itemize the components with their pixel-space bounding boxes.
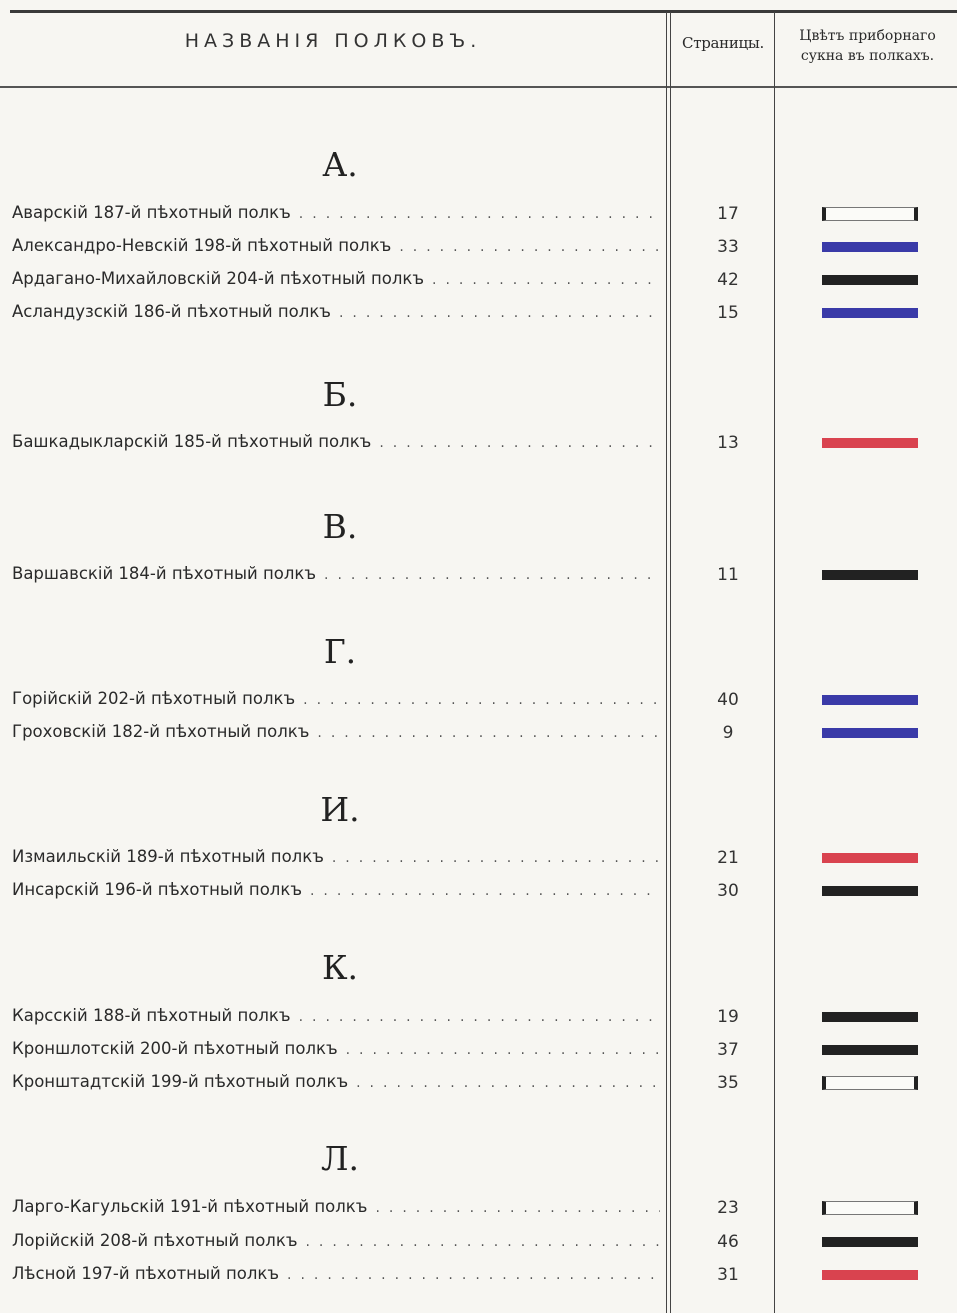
page-number: 31 bbox=[717, 1265, 739, 1285]
leader-dots: ........................................… bbox=[317, 725, 660, 741]
regiment-name: Инсарскiй 196-й пѣхотный полкъ bbox=[12, 880, 302, 899]
regiment-name: Александро-Невскiй 198-й пѣхотный полкъ bbox=[12, 236, 392, 255]
page-number: 11 bbox=[717, 565, 739, 585]
column-divider bbox=[670, 12, 671, 1313]
regiment-entry: Лѣсной 197-й пѣхотный полкъ.............… bbox=[12, 1264, 660, 1288]
regiment-name: Карсскiй 188-й пѣхотный полкъ bbox=[12, 1006, 291, 1025]
leader-dots: ........................................… bbox=[331, 850, 660, 866]
cloth-color-swatch-red bbox=[822, 853, 918, 863]
page-number: 9 bbox=[722, 723, 734, 743]
section-letter: А. bbox=[322, 145, 358, 184]
section-letter: Г. bbox=[323, 632, 357, 671]
leader-dots: ........................................… bbox=[303, 692, 660, 708]
page-number: 35 bbox=[717, 1073, 739, 1093]
regiment-entry: Кроншлотскiй 200-й пѣхотный полкъ.......… bbox=[12, 1039, 660, 1063]
names-column-header: НАЗВАНIЯ ПОЛКОВЪ. bbox=[184, 30, 482, 52]
cloth-color-swatch-white bbox=[822, 207, 918, 221]
leader-dots: ........................................… bbox=[338, 305, 660, 321]
regiment-entry: Горiйскiй 202-й пѣхотный полкъ..........… bbox=[12, 689, 660, 713]
page-number: 13 bbox=[717, 433, 739, 453]
page-number: 37 bbox=[717, 1040, 739, 1060]
regiment-entry: Башкадыкларскiй 185-й пѣхотный полкъ....… bbox=[12, 432, 660, 456]
column-divider bbox=[666, 12, 667, 1313]
regiment-name: Лорiйскiй 208-й пѣхотный полкъ bbox=[12, 1231, 298, 1250]
leader-dots: ........................................… bbox=[298, 1009, 660, 1025]
regiment-name: Варшавскiй 184-й пѣхотный полкъ bbox=[12, 564, 317, 583]
regiment-entry: Александро-Невскiй 198-й пѣхотный полкъ.… bbox=[12, 236, 660, 260]
cloth-color-swatch-black bbox=[822, 275, 918, 285]
cloth-color-swatch-blue bbox=[822, 695, 918, 705]
regiment-name: Кронштадтскiй 199-й пѣхотный полкъ bbox=[12, 1072, 349, 1091]
section-letter: К. bbox=[321, 948, 359, 987]
regiment-entry: Карсскiй 188-й пѣхотный полкъ...........… bbox=[12, 1006, 660, 1030]
regiment-name: Горiйскiй 202-й пѣхотный полкъ bbox=[12, 689, 296, 708]
leader-dots: ........................................… bbox=[375, 1200, 660, 1216]
leader-dots: ........................................… bbox=[298, 206, 660, 222]
page-number: 42 bbox=[717, 270, 739, 290]
section-letter: Л. bbox=[320, 1139, 360, 1178]
page-number: 15 bbox=[717, 303, 739, 323]
leader-dots: ........................................… bbox=[399, 239, 660, 255]
cloth-color-swatch-blue bbox=[822, 308, 918, 318]
leader-dots: ........................................… bbox=[309, 883, 660, 899]
page-number: 17 bbox=[717, 204, 739, 224]
leader-dots: ........................................… bbox=[287, 1267, 660, 1283]
page-number: 40 bbox=[717, 690, 739, 710]
regiment-name: Ларго-Кагульскiй 191-й пѣхотный полкъ bbox=[12, 1197, 368, 1216]
page-number: 46 bbox=[717, 1232, 739, 1252]
leader-dots: ........................................… bbox=[324, 567, 660, 583]
leader-dots: ........................................… bbox=[305, 1234, 660, 1250]
regiment-entry: Гроховскiй 182-й пѣхотный полкъ.........… bbox=[12, 722, 660, 746]
pages-column-header: Страницы. bbox=[682, 34, 764, 52]
regiment-name: Кроншлотскiй 200-й пѣхотный полкъ bbox=[12, 1039, 338, 1058]
regiment-entry: Аварскiй 187-й пѣхотный полкъ...........… bbox=[12, 203, 660, 227]
column-divider bbox=[774, 12, 775, 1313]
cloth-color-swatch-black bbox=[822, 1237, 918, 1247]
regiment-entry: Измаильскiй 189-й пѣхотный полкъ........… bbox=[12, 847, 660, 871]
regiment-entry: Ларго-Кагульскiй 191-й пѣхотный полкъ...… bbox=[12, 1197, 660, 1221]
regiment-entry: Кронштадтскiй 199-й пѣхотный полкъ......… bbox=[12, 1072, 660, 1096]
section-letter: В. bbox=[322, 507, 358, 546]
regiment-entry: Варшавскiй 184-й пѣхотный полкъ.........… bbox=[12, 564, 660, 588]
regiment-entry: Инсарскiй 196-й пѣхотный полкъ..........… bbox=[12, 880, 660, 904]
regiment-name: Башкадыкларскiй 185-й пѣхотный полкъ bbox=[12, 432, 372, 451]
section-letter: Б. bbox=[322, 375, 358, 414]
regiment-entry: Асландузскiй 186-й пѣхотный полкъ.......… bbox=[12, 302, 660, 326]
regiment-name: Измаильскiй 189-й пѣхотный полкъ bbox=[12, 847, 324, 866]
page-number: 30 bbox=[717, 881, 739, 901]
section-letter: И. bbox=[320, 790, 360, 829]
regiment-entry: Ардагано-Михайловскiй 204-й пѣхотный пол… bbox=[12, 269, 660, 293]
color-header-line: сукна въ полкахъ. bbox=[800, 48, 935, 64]
leader-dots: ........................................… bbox=[379, 435, 660, 451]
regiment-name: Аварскiй 187-й пѣхотный полкъ bbox=[12, 203, 291, 222]
cloth-color-swatch-black bbox=[822, 1045, 918, 1055]
page-number: 21 bbox=[717, 848, 739, 868]
top-rule bbox=[10, 10, 957, 13]
cloth-color-swatch-black bbox=[822, 1012, 918, 1022]
cloth-color-swatch-blue bbox=[822, 242, 918, 252]
cloth-color-swatch-red bbox=[822, 1270, 918, 1280]
regiment-name: Асландузскiй 186-й пѣхотный полкъ bbox=[12, 302, 331, 321]
page-number: 19 bbox=[717, 1007, 739, 1027]
page-number: 33 bbox=[717, 237, 739, 257]
cloth-color-swatch-red bbox=[822, 438, 918, 448]
leader-dots: ........................................… bbox=[345, 1042, 660, 1058]
regiment-name: Гроховскiй 182-й пѣхотный полкъ bbox=[12, 722, 310, 741]
leader-dots: ........................................… bbox=[432, 272, 660, 288]
color-column-header: Цвѣтъ приборнаго сукна въ полкахъ. bbox=[778, 26, 957, 66]
color-header-line: Цвѣтъ приборнаго bbox=[799, 28, 936, 44]
header-rule bbox=[0, 86, 957, 88]
leader-dots: ........................................… bbox=[356, 1075, 660, 1091]
regiment-entry: Лорiйскiй 208-й пѣхотный полкъ..........… bbox=[12, 1231, 660, 1255]
cloth-color-swatch-white bbox=[822, 1076, 918, 1090]
cloth-color-swatch-black bbox=[822, 570, 918, 580]
cloth-color-swatch-white bbox=[822, 1201, 918, 1215]
cloth-color-swatch-black bbox=[822, 886, 918, 896]
page-number: 23 bbox=[717, 1198, 739, 1218]
cloth-color-swatch-blue bbox=[822, 728, 918, 738]
regiment-name: Ардагано-Михайловскiй 204-й пѣхотный пол… bbox=[12, 269, 425, 288]
regiment-name: Лѣсной 197-й пѣхотный полкъ bbox=[12, 1264, 280, 1283]
